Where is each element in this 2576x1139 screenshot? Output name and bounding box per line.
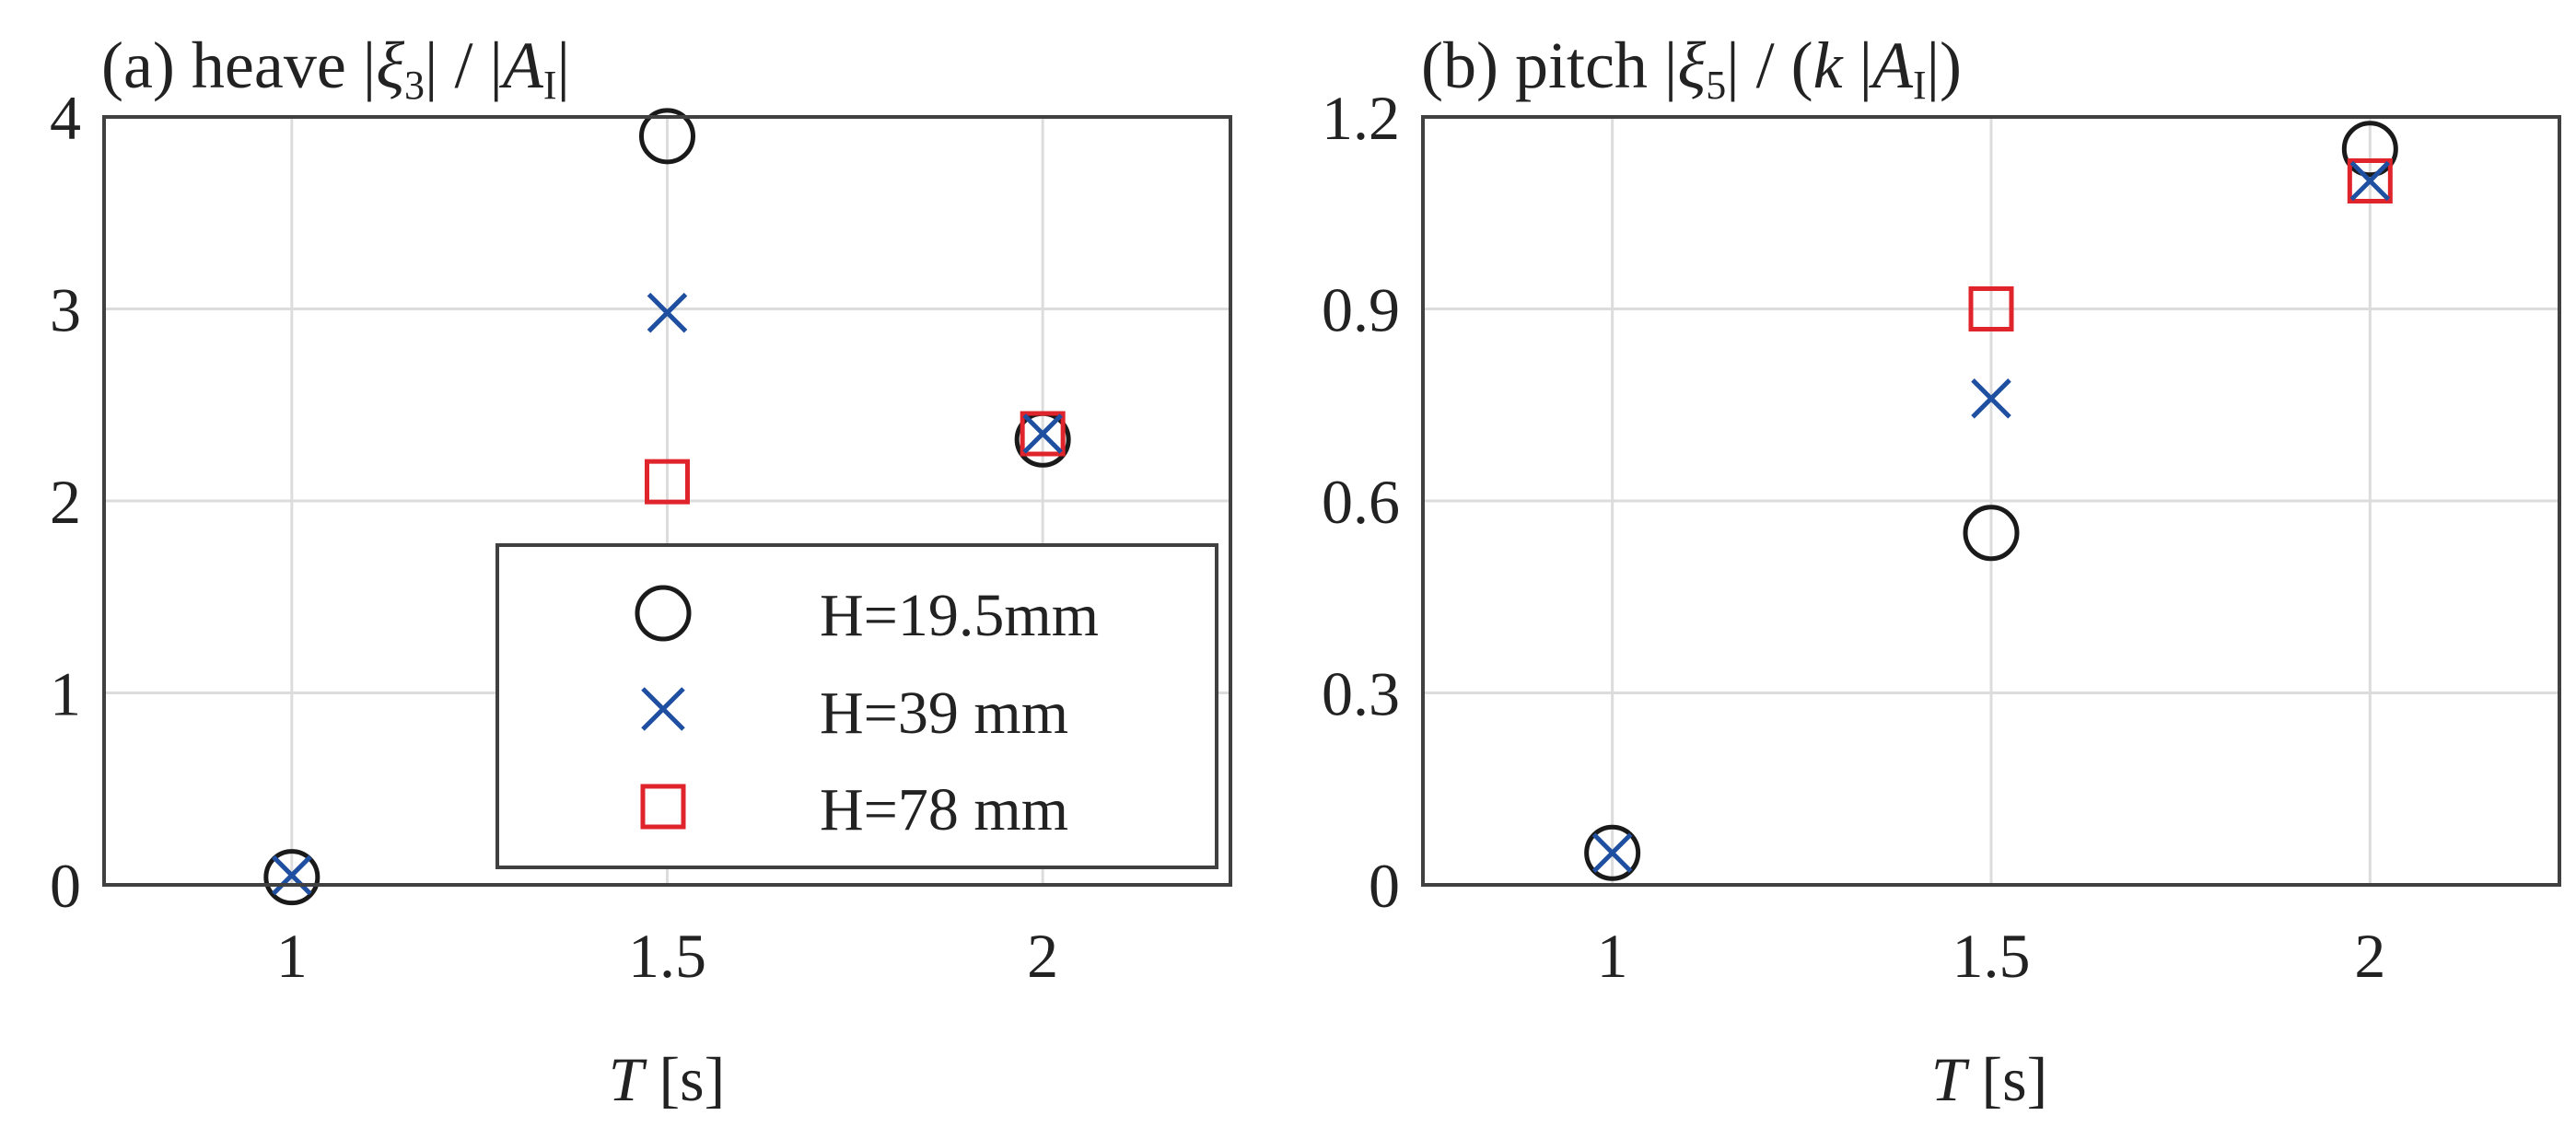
panel-a-marks	[263, 108, 1071, 906]
panel-b-x-axis-label: T [s]	[1931, 1044, 2048, 1114]
panel-a-x-tick-label: 1.5	[628, 921, 706, 991]
panel-a-cross-point	[272, 854, 312, 896]
legend-label-circle: H=19.5mm	[820, 582, 1099, 649]
panel-b-circle-point	[1963, 505, 2020, 562]
panel-a-y-tick-label: 0	[50, 851, 81, 921]
panel-b-y-tick-label: 0	[1369, 851, 1400, 921]
panel-a-y-tick-label: 1	[50, 659, 81, 729]
panel-b-circle-point	[2341, 121, 2398, 178]
legend-cross-marker	[641, 687, 685, 731]
panel-a-x-tick-labels: 1 1.5 2	[276, 921, 1058, 991]
panel-b-x-tick-labels: 1 1.5 2	[1597, 921, 2386, 991]
panel-a-x-axis-label: T [s]	[609, 1044, 726, 1114]
panel-b-square-point	[1968, 286, 2014, 331]
panel-b-circle-point	[1584, 824, 1641, 881]
panel-b-marks	[1584, 121, 2398, 881]
panel-a-square-point	[645, 459, 690, 505]
panel-a-title: (a) heave |ξ3| / |AI|	[101, 29, 570, 108]
panel-b-x-tick-label: 1.5	[1952, 921, 2031, 991]
panel-b-cross-point	[2349, 160, 2391, 202]
legend-entry-square: H=78 mm	[640, 776, 1068, 843]
panel-a-y-tick-labels: 0 1 2 3 4	[50, 83, 81, 921]
legend-label-cross: H=39 mm	[820, 680, 1068, 747]
panel-a-x-tick-label: 1	[276, 921, 308, 991]
panel-b-x-tick-label: 2	[2354, 921, 2385, 991]
panel-a-circle-point	[263, 849, 321, 906]
legend-label-square: H=78 mm	[820, 776, 1068, 843]
panel-b-y-tick-label: 0.6	[1322, 467, 1400, 537]
legend-entry-cross: H=39 mm	[641, 680, 1068, 747]
panel-a-cross-point	[1022, 413, 1063, 454]
legend-entry-circle: H=19.5mm	[635, 582, 1099, 649]
legend-circle-marker	[635, 585, 692, 642]
panel-b-y-tick-label: 0.9	[1322, 275, 1400, 345]
legend-box	[495, 543, 1218, 869]
panel-b-title: (b) pitch |ξ5| / (k |AI|)	[1421, 29, 1962, 108]
panel-a-y-tick-label: 4	[50, 83, 81, 153]
panel-b-cross-point	[1591, 832, 1633, 874]
panel-b-y-tick-label: 0.3	[1322, 659, 1400, 729]
panel-b-y-tick-labels: 0 0.3 0.6 0.9 1.2	[1322, 83, 1400, 921]
panel-a-y-tick-label: 2	[50, 467, 81, 537]
panel-b-axes-frame	[1421, 115, 2561, 887]
panel-a-axes-frame	[102, 115, 1232, 887]
legend-square-marker	[640, 784, 686, 830]
legend: H=19.5mm H=39 mm H=78 mm	[495, 543, 1218, 869]
panel-a-cross-point	[647, 292, 688, 333]
panel-b-grid	[1423, 115, 2559, 887]
panel-a-square-point	[1020, 411, 1066, 457]
panel-b-x-tick-label: 1	[1597, 921, 1628, 991]
panel-b-pitch: (b) pitch |ξ5| / (k |AI|) 00.30.60.91.2 …	[1322, 29, 2561, 1114]
panel-a-circle-point	[639, 108, 695, 165]
panel-a-y-tick-label: 3	[50, 275, 81, 345]
panel-b-square-point	[2347, 158, 2393, 203]
panel-a-x-tick-label: 2	[1027, 921, 1058, 991]
panel-b-cross-point	[1971, 378, 2011, 419]
panel-b-y-tick-label: 1.2	[1322, 83, 1400, 153]
